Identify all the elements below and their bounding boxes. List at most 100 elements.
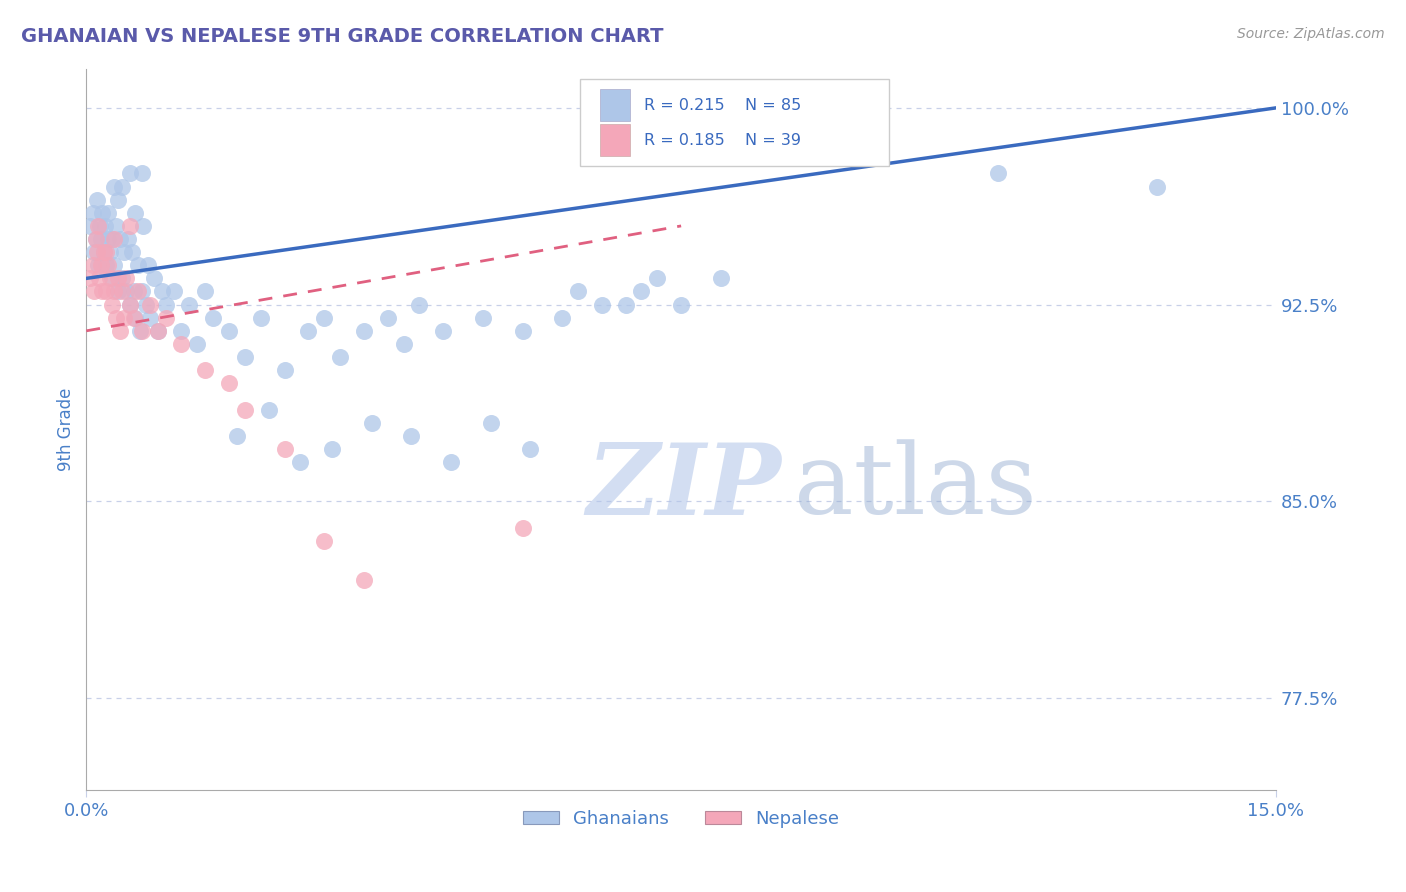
Point [155,297,177,311]
Point [129,324,152,338]
Point [127,258,149,272]
Point [630,285,652,299]
Point [647,271,669,285]
Point [233,350,256,364]
Point [150,285,173,299]
Point [79,271,101,285]
Point [146,324,169,338]
Point [360,416,382,430]
Point [118,166,141,180]
Point [146,324,169,338]
Point [401,429,423,443]
Point [90,258,112,272]
Point [314,310,336,325]
Point [512,520,534,534]
Text: ZIP: ZIP [586,439,780,535]
Point [89,219,111,233]
Point [479,416,502,430]
Point [97,206,120,220]
Point [257,402,280,417]
Point [194,285,217,299]
Point [512,324,534,338]
Point [136,258,159,272]
Point [94,258,117,272]
Point [87,271,110,285]
Point [710,271,733,285]
Point [170,337,193,351]
Point [105,219,128,233]
Point [139,297,162,311]
Point [432,324,454,338]
Point [111,179,134,194]
Text: R = 0.185: R = 0.185 [644,133,725,147]
Point [111,285,134,299]
Point [82,206,104,220]
Point [98,271,121,285]
Point [121,245,143,260]
Point [135,297,157,311]
Point [103,232,125,246]
Point [1146,179,1168,194]
Point [94,219,117,233]
Point [194,363,217,377]
Point [84,232,107,246]
Point [94,245,117,260]
Point [124,206,146,220]
Point [118,297,141,311]
Point [91,206,114,220]
Point [112,310,135,325]
Point [101,271,124,285]
Point [170,324,193,338]
Legend: Ghanaians, Nepalese: Ghanaians, Nepalese [516,803,846,835]
Point [112,245,135,260]
Point [127,285,149,299]
Point [94,285,117,299]
FancyBboxPatch shape [600,89,630,121]
Point [82,258,104,272]
Point [115,271,138,285]
Point [297,324,319,338]
Point [103,258,125,272]
Point [519,442,541,456]
FancyBboxPatch shape [581,79,890,166]
Point [987,166,1010,180]
Point [122,310,145,325]
Point [83,285,105,299]
Text: atlas: atlas [794,439,1036,535]
Point [108,232,131,246]
Point [591,297,613,311]
Point [107,193,129,207]
Point [471,310,494,325]
Point [115,285,138,299]
Point [131,166,153,180]
Text: N = 39: N = 39 [745,133,801,147]
Point [97,232,120,246]
Point [86,193,108,207]
Point [440,455,463,469]
Point [108,324,131,338]
Point [186,337,208,351]
Text: GHANAIAN VS NEPALESE 9TH GRADE CORRELATION CHART: GHANAIAN VS NEPALESE 9TH GRADE CORRELATI… [21,27,664,45]
Point [567,285,589,299]
Point [377,310,399,325]
Point [83,245,105,260]
Point [105,310,128,325]
Point [290,455,312,469]
Point [249,310,271,325]
Point [90,232,112,246]
Point [321,442,343,456]
Point [614,297,637,311]
Point [103,179,125,194]
Text: R = 0.215: R = 0.215 [644,97,725,112]
Point [226,429,249,443]
Point [273,442,295,456]
Point [669,297,692,311]
Point [179,297,201,311]
Point [93,245,115,260]
FancyBboxPatch shape [600,124,630,156]
Point [117,232,139,246]
Point [131,324,153,338]
Point [139,310,162,325]
Point [98,245,121,260]
Point [233,402,256,417]
